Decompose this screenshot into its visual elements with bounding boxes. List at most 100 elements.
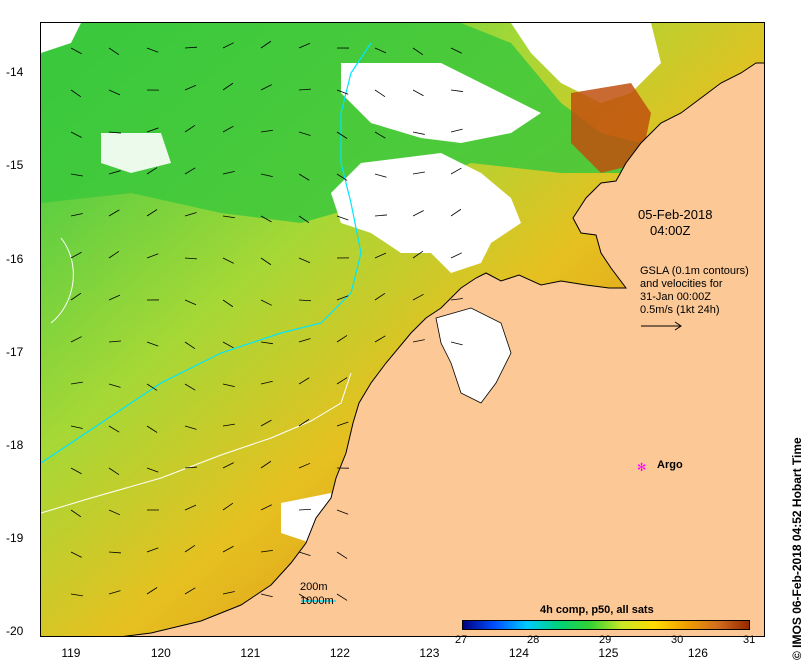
x-tick-label: 124 [508,646,529,660]
velocity-arrow [108,250,120,259]
velocity-arrow [222,423,235,427]
velocity-arrow [146,383,158,391]
velocity-arrow [412,339,425,343]
velocity-arrow [184,212,197,217]
velocity-arrow [108,340,121,343]
velocity-arrow [298,419,310,427]
velocity-arrow [260,549,273,553]
velocity-arrow [108,131,121,134]
x-tick-label: 119 [61,646,81,660]
velocity-arrow [450,208,462,217]
velocity-arrow [298,377,310,385]
colorbar-tick-label: 31 [743,634,756,646]
velocity-arrow [146,209,158,217]
velocity-arrow [298,462,311,469]
velocity-arrow [412,171,425,175]
y-tick-label: -18 [6,437,24,452]
velocity-arrow [184,125,196,133]
x-tick-label: 120 [150,646,171,660]
velocity-arrow [184,46,197,49]
velocity-arrow [374,214,387,217]
velocity-arrow [298,131,311,136]
velocity-arrow [222,383,235,387]
velocity-arrow [70,251,82,259]
velocity-arrow [146,425,158,433]
velocity-arrow [260,460,272,469]
velocity-arrow [108,551,121,554]
sst-map[interactable]: ✻ [40,22,765,637]
velocity-arrow [260,84,272,91]
velocity-arrow [298,551,311,556]
velocity-arrow [450,47,462,54]
sst-map-canvas: ✻ [41,23,764,636]
velocity-arrow [336,593,348,601]
velocity-arrow [222,257,234,264]
velocity-arrow [146,341,159,347]
velocity-arrow [184,341,196,350]
velocity-arrow [412,131,425,135]
velocity-arrow [184,504,197,511]
date-stamp-date: 05-Feb-2018 [638,207,713,222]
cloud-patch [101,133,171,173]
colorbar-tick-label: 29 [599,634,612,646]
velocity-arrow [70,509,82,518]
velocity-arrow [260,40,272,49]
velocity-arrow [260,257,272,266]
velocity-arrow [70,467,82,475]
velocity-arrow [260,380,273,385]
velocity-arrow [70,551,82,558]
velocity-arrow [412,293,424,301]
velocity-arrow [450,89,463,92]
copyright-icon: © [790,651,804,660]
cloud-patch [331,153,521,273]
cloud-patch [511,23,661,103]
velocity-arrow [336,509,349,515]
y-tick-label: -20 [6,624,24,639]
y-tick-label: -17 [6,344,24,359]
velocity-arrow [146,167,158,175]
velocity-arrow [184,544,196,553]
velocity-arrow [108,47,120,56]
velocity-arrow [146,253,159,259]
velocity-arrow [450,128,463,133]
depth-legend-200: 200m [300,581,328,593]
imos-credit: © IMOS 06-Feb-2018 04:52 Hobart Time [790,437,804,660]
velocity-arrow [70,336,82,343]
velocity-arrow [336,89,349,95]
x-tick-label: 122 [329,646,350,660]
velocity-arrow [260,593,273,598]
velocity-arrow [70,47,82,55]
argo-float-icon[interactable]: ✻ [637,461,646,474]
velocity-arrow [146,127,159,133]
velocity-arrow [260,299,272,306]
velocity-arrow [298,593,310,601]
velocity-arrow [222,215,235,219]
velocity-arrow [70,131,82,138]
velocity-arrow [374,173,387,178]
velocity-arrow [146,587,158,595]
velocity-arrow [450,341,463,346]
velocity-arrow [70,425,83,429]
velocity-arrow [70,593,83,597]
gsla-note-line3: 31-Jan 00:00Z [640,291,711,303]
velocity-arrow [222,125,234,133]
velocity-arrow [146,47,159,53]
velocity-arrow [260,215,272,223]
velocity-arrow [374,252,387,259]
velocity-arrow [298,173,310,181]
velocity-arrow [374,292,386,301]
colorbar-tick-label: 27 [455,634,468,646]
x-tick-label: 126 [687,646,708,660]
argo-label: Argo [657,459,683,471]
velocity-arrow [298,508,312,511]
credit-text: IMOS 06-Feb-2018 04:52 Hobart Time [790,437,804,648]
velocity-arrow [336,131,348,139]
velocity-arrow [222,299,234,308]
velocity-arrow [450,298,463,301]
velocity-arrow [184,383,196,391]
velocity-arrow [70,381,83,385]
isobath-1000m [41,372,352,514]
velocity-arrow [412,89,424,97]
gsla-note: GSLA (0.1m contours) and velocities for … [640,265,749,317]
velocity-arrow [412,47,424,56]
